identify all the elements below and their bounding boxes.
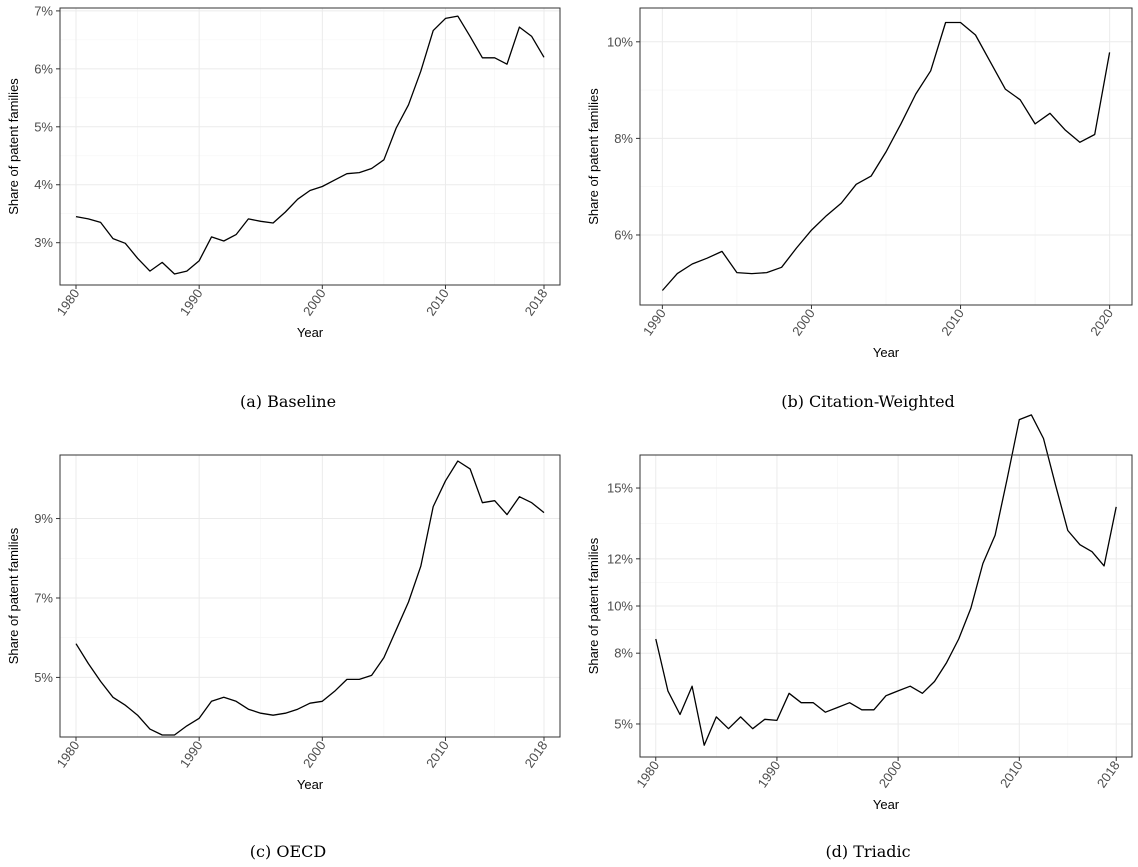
x-tick-label: 2000 [300,738,329,770]
y-tick-label: 6% [34,61,53,76]
panel-border [639,7,1133,306]
y-tick-label: 5% [34,670,53,685]
panel-border [59,7,561,286]
x-tick-label: 1980 [633,758,662,790]
y-axis-title: Share of patent families [586,537,601,674]
series-line-c [75,460,545,736]
x-tick-label: 1990 [177,286,206,318]
y-axis-title: Share of patent families [6,78,21,215]
x-axis-title: Year [297,325,324,340]
chart-panel-b: 6% 8% 10% 1990 2000 2010 2020 Year Share of pate… [586,7,1133,411]
x-tick-label: 1990 [177,738,206,770]
x-axis-title: Year [297,777,324,792]
x-tick-label: 2000 [789,306,818,338]
panel-caption: (a) Baseline [240,392,336,411]
panel-border [59,454,561,738]
y-tick-label: 5% [614,716,633,731]
chart-panel-d: 5% 8% 10% 12% 15% 1980 1990 2000 2010 2018 Year Sha… [586,414,1133,861]
y-tick-label: 4% [34,177,53,192]
x-tick-label: 2010 [997,758,1026,790]
y-tick-label: 15% [607,481,633,496]
y-tick-label: 8% [614,646,633,661]
y-tick-label: 8% [614,131,633,146]
x-tick-label: 2000 [876,758,905,790]
chart-panel-a: 3% 4% 5% 6% 7% 1980 1990 2000 2010 2018 Year Share … [6,3,561,411]
x-axis-title: Year [873,345,900,360]
x-tick-label: 2010 [938,306,967,338]
x-tick-label: 2018 [1094,758,1123,790]
chart-panel-c: 5% 7% 9% 1980 1990 2000 2010 2018 Year Share of p… [6,454,561,861]
x-tick-label: 2018 [522,286,551,318]
series-line-d [655,414,1117,746]
y-axis-title: Share of patent families [586,88,601,225]
y-tick-label: 7% [34,3,53,18]
y-tick-label: 9% [34,511,53,526]
x-tick-label: 2010 [423,286,452,318]
x-tick-label: 2018 [522,738,551,770]
y-tick-label: 10% [607,34,633,49]
x-tick-label: 2000 [300,286,329,318]
y-tick-label: 12% [607,551,633,566]
x-tick-label: 2010 [423,738,452,770]
panel-caption: (b) Citation-Weighted [781,392,955,411]
y-tick-label: 6% [614,227,633,242]
x-axis-title: Year [873,797,900,812]
x-tick-label: 1990 [640,306,669,338]
y-axis-title: Share of patent families [6,527,21,664]
y-tick-label: 7% [34,590,53,605]
series-line-a [75,15,545,275]
y-tick-label: 3% [34,235,53,250]
x-tick-label: 2020 [1087,306,1116,338]
series-line-b [661,21,1111,291]
x-tick-label: 1990 [755,758,784,790]
y-tick-label: 10% [607,599,633,614]
x-tick-label: 1980 [54,738,83,770]
panel-caption: (d) Triadic [825,842,910,861]
x-tick-label: 1980 [54,286,83,318]
panel-caption: (c) OECD [250,842,326,861]
y-tick-label: 5% [34,119,53,134]
